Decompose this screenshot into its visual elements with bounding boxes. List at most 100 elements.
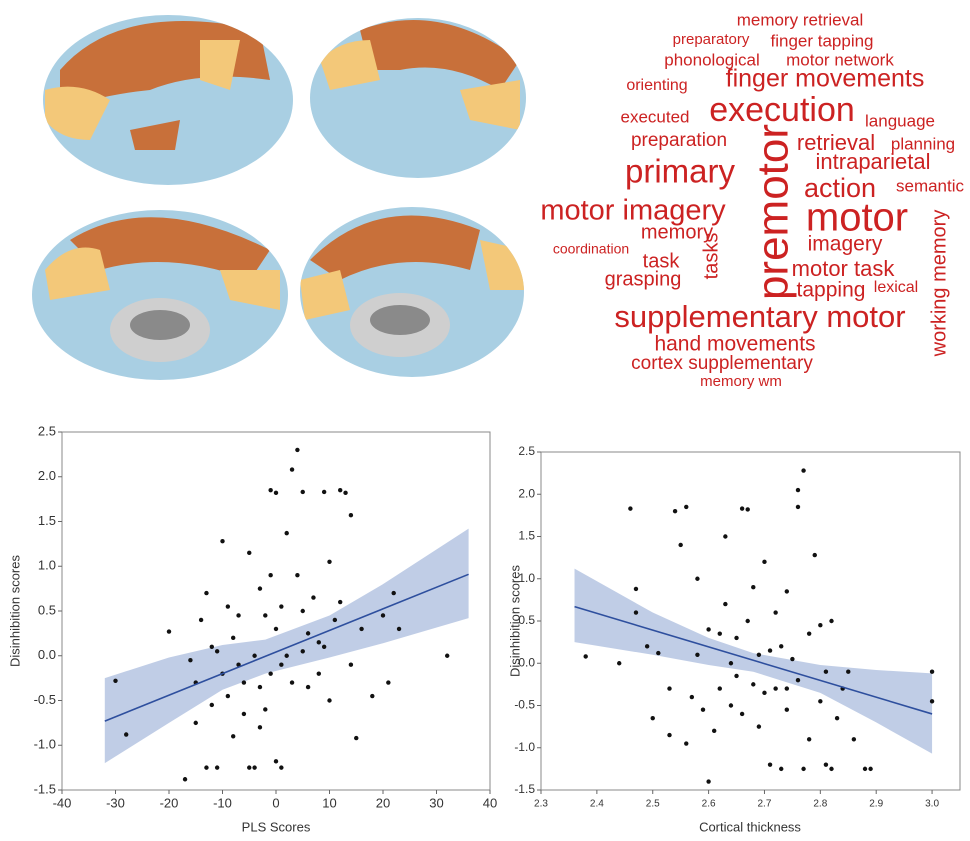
point [349,513,353,517]
y-tick-label: 1.5 [518,529,535,543]
point [785,589,789,593]
point [290,680,294,684]
word: execution [709,91,855,129]
point [768,762,772,766]
point [785,708,789,712]
x-tick-label: 40 [483,795,497,810]
point [397,627,401,631]
point [258,725,262,729]
point [295,448,299,452]
word: tasks [700,233,722,280]
word: supplementary motor [614,299,905,334]
x-tick-label: 2.5 [646,799,660,810]
point [301,609,305,613]
point [690,695,694,699]
point [349,663,353,667]
point [258,685,262,689]
point [317,640,321,644]
point [338,600,342,604]
point [210,703,214,707]
point [242,680,246,684]
point [327,560,331,564]
point [274,491,278,495]
x-tick-label: 2.7 [758,799,772,810]
point [757,724,761,728]
point [751,682,755,686]
confidence-band [575,569,933,754]
y-tick-label: 0.0 [38,647,56,662]
y-tick-label: 0.5 [38,602,56,617]
brain-medial-left [30,205,290,385]
y-axis-title: Disinhibition scores [7,555,22,667]
point [279,604,283,608]
point [746,507,750,511]
point [723,534,727,538]
word: preparation [631,130,727,151]
y-tick-label: -0.5 [514,698,535,712]
point [762,560,766,564]
point [852,737,856,741]
x-tick-label: -20 [160,795,179,810]
point [701,708,705,712]
fit-line [105,574,469,721]
point [718,686,722,690]
point [204,591,208,595]
point [824,670,828,674]
point [740,506,744,510]
word: lexical [874,279,918,296]
point [667,686,671,690]
brain-lateral-left [40,10,300,190]
point [695,653,699,657]
y-tick-label: 2.0 [518,486,535,500]
point [712,729,716,733]
point [729,661,733,665]
x-tick-label: 2.8 [813,799,827,810]
point [301,490,305,494]
point [113,679,117,683]
word: premotor [749,124,798,300]
word: executed [621,107,690,126]
point [930,699,934,703]
point [220,539,224,543]
y-tick-label: 2.0 [38,468,56,483]
point [236,613,240,617]
point [751,585,755,589]
point [779,644,783,648]
point [268,671,272,675]
point [338,488,342,492]
point [835,716,839,720]
point [231,734,235,738]
point [274,759,278,763]
point [768,648,772,652]
word: motor task [792,256,896,281]
x-tick-label: 0 [272,795,279,810]
point [381,613,385,617]
point [343,491,347,495]
x-axis-title: Cortical thickness [699,819,801,834]
x-axis-title: PLS Scores [242,819,311,834]
point [333,618,337,622]
point [322,645,326,649]
point [818,699,822,703]
point [813,553,817,557]
point [734,674,738,678]
point [252,765,256,769]
point [718,631,722,635]
point [199,618,203,622]
point [285,654,289,658]
word: imagery [808,233,883,256]
confidence-band [105,529,469,763]
y-axis-title: Disinhibition scores [507,565,522,677]
word: grasping [605,268,682,290]
x-tick-label: 2.6 [702,799,716,810]
word: working memory [928,210,950,358]
x-tick-label: 3.0 [925,799,939,810]
point [790,657,794,661]
point [247,551,251,555]
word: intraparietal [816,149,931,174]
point [194,721,198,725]
point [796,678,800,682]
point [322,490,326,494]
point [210,645,214,649]
point [734,636,738,640]
